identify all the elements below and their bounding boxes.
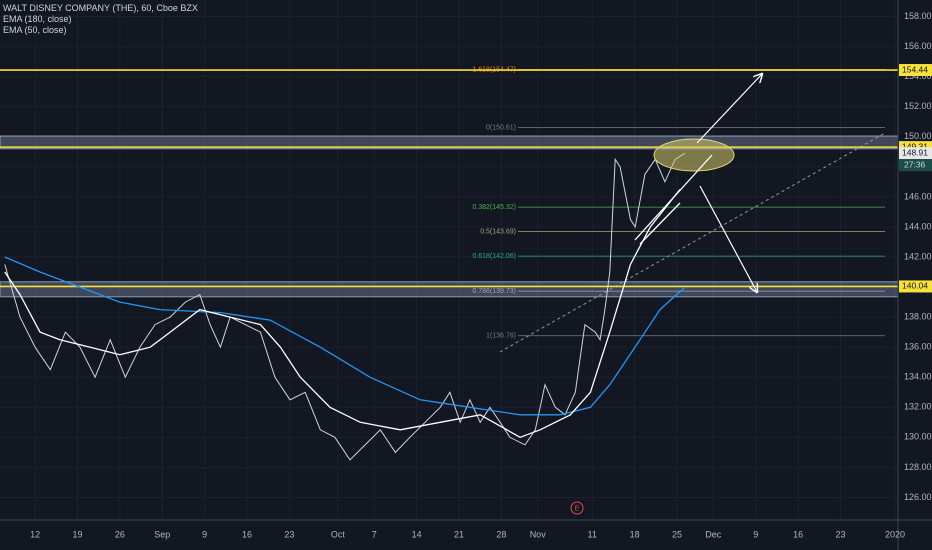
wedge-line [634, 154, 713, 241]
x-tick-label: 21 [454, 529, 464, 539]
fib-label: 0.5(143.69) [480, 228, 516, 235]
y-tick-label: 126.00 [904, 492, 932, 502]
y-tick-label: 142.00 [904, 251, 932, 261]
x-tick-label: 16 [793, 529, 803, 539]
y-tick-label: 156.00 [904, 41, 932, 51]
arrow-down [699, 185, 757, 292]
y-tick-label: 150.00 [904, 131, 932, 141]
level-label: 154.44 [902, 64, 928, 74]
y-tick-label: 132.00 [904, 402, 932, 412]
y-tick-label: 128.00 [904, 462, 932, 472]
x-tick-label: 9 [753, 529, 758, 539]
wedge-line [639, 202, 681, 245]
x-tick-label: 25 [672, 529, 682, 539]
x-tick-label: 16 [242, 529, 252, 539]
zone [0, 281, 899, 298]
y-tick-label: 152.00 [904, 101, 932, 111]
x-tick-label: 2020 [885, 529, 905, 539]
arrow-up [696, 74, 762, 144]
legend: WALT DISNEY COMPANY (THE), 60, Cboe BZX … [3, 3, 198, 36]
level-label-box [899, 280, 932, 293]
y-tick-label: 146.00 [904, 191, 932, 201]
level-label: 140.04 [902, 281, 928, 291]
y-tick-label: 136.00 [904, 342, 932, 352]
y-tick-label: 144.00 [904, 221, 932, 231]
price-label: 148.91 [902, 147, 928, 157]
x-tick-label: 14 [412, 529, 422, 539]
y-tick-label: 134.00 [904, 372, 932, 382]
fib-label: 0.618(142.06) [472, 253, 516, 260]
y-tick-label: 138.00 [904, 311, 932, 321]
x-tick-label: Nov [530, 529, 547, 539]
x-tick-label: 18 [630, 529, 640, 539]
series-line [4, 256, 686, 416]
y-tick-label: 130.00 [904, 432, 932, 442]
x-tick-label: 11 [588, 529, 597, 539]
series-line [4, 152, 686, 461]
legend-entry: EMA (50, close) [3, 25, 67, 35]
x-tick-label: 9 [202, 529, 207, 539]
legend-entry: WALT DISNEY COMPANY (THE), 60, Cboe BZX [3, 3, 198, 13]
legend-entry: EMA (180, close) [3, 14, 72, 24]
x-tick-label: 19 [72, 529, 82, 539]
level-label: 149.31 [902, 141, 928, 151]
level-label-box [899, 64, 932, 77]
fib-label: 0(150.61) [486, 124, 516, 131]
x-tick-label: Oct [331, 529, 346, 539]
x-tick-label: 28 [496, 529, 506, 539]
event-marker [570, 501, 584, 515]
x-tick-label: Sep [154, 529, 170, 539]
countdown-box [899, 159, 932, 172]
x-tick-label: 26 [115, 529, 125, 539]
price-label-box [899, 147, 932, 160]
trend-line [499, 132, 886, 353]
y-tick-label: 158.00 [904, 11, 932, 21]
x-tick-label: Dec [705, 529, 722, 539]
highlight-ellipse [653, 138, 735, 172]
x-tick-label: 12 [30, 529, 40, 539]
x-tick-label: 23 [284, 529, 294, 539]
series-line [4, 188, 681, 439]
countdown: 27:36 [904, 159, 926, 169]
fib-label: 0.382(145.32) [472, 204, 516, 211]
x-tick-label: 7 [372, 529, 377, 539]
event-label: E [575, 505, 580, 512]
fib-label: 0.786(139.73) [472, 288, 516, 295]
x-tick-label: 23 [835, 529, 845, 539]
fib-label: 1(136.76) [486, 333, 516, 340]
